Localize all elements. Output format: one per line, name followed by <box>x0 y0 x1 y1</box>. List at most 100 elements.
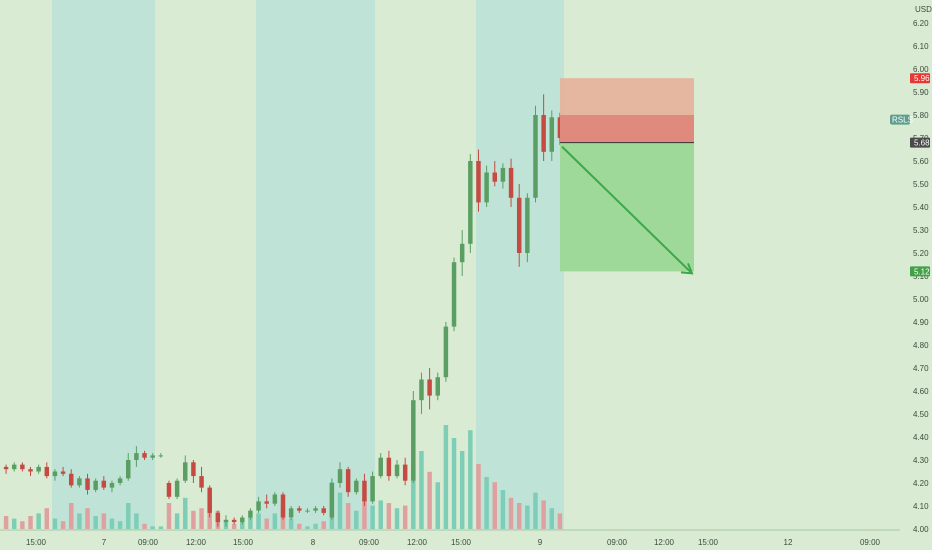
volume-bar <box>541 500 546 529</box>
candle-body[interactable] <box>345 469 351 493</box>
projection-arrow[interactable] <box>561 145 693 275</box>
volume-bar <box>354 510 359 529</box>
candle-body[interactable] <box>85 478 90 490</box>
candle-body[interactable] <box>52 471 58 477</box>
y-tick-label: 5.60 <box>913 157 929 166</box>
candle-body[interactable] <box>337 469 343 483</box>
candle-body[interactable] <box>321 508 326 513</box>
candle-body[interactable] <box>313 508 318 511</box>
candle-body[interactable] <box>150 455 155 458</box>
candle-body[interactable] <box>28 469 33 472</box>
candle-body[interactable] <box>109 483 115 488</box>
candle-body[interactable] <box>549 117 555 152</box>
candle-body[interactable] <box>280 494 286 518</box>
candle-body[interactable] <box>305 510 310 512</box>
candle-body[interactable] <box>329 483 335 518</box>
x-tick-label: 12:00 <box>186 538 207 547</box>
candle-body[interactable] <box>297 508 302 511</box>
candle-body[interactable] <box>288 508 294 518</box>
candle-body[interactable] <box>183 462 188 481</box>
candle-body[interactable] <box>435 377 440 396</box>
candle-body[interactable] <box>158 455 164 457</box>
candle-body[interactable] <box>272 494 278 504</box>
candle-body[interactable] <box>60 471 66 474</box>
candle-body[interactable] <box>427 379 432 396</box>
candle-body[interactable] <box>3 466 9 470</box>
volume-bar <box>183 497 188 529</box>
y-tick-label: 4.40 <box>913 433 929 442</box>
y-tick-label: 5.90 <box>913 88 929 97</box>
candle-body[interactable] <box>402 464 408 481</box>
y-tick-label: 6.20 <box>913 19 929 28</box>
candle-body[interactable] <box>68 473 74 486</box>
candle-body[interactable] <box>93 480 98 490</box>
candle-body[interactable] <box>557 117 563 138</box>
candle-body[interactable] <box>525 197 530 253</box>
candle-body[interactable] <box>223 519 229 523</box>
candle-body[interactable] <box>77 478 82 486</box>
candle-body[interactable] <box>11 464 17 470</box>
candle-body[interactable] <box>451 262 457 327</box>
candle-body[interactable] <box>370 476 375 502</box>
candle-body[interactable] <box>541 115 546 152</box>
candle-body[interactable] <box>394 464 400 477</box>
candle-body[interactable] <box>191 462 196 477</box>
take-profit-zone[interactable] <box>560 142 694 272</box>
candle-body[interactable] <box>142 453 147 458</box>
volume-bar <box>166 503 172 529</box>
candle-body[interactable] <box>256 501 261 511</box>
candle-body[interactable] <box>459 243 465 263</box>
volume-bar <box>288 518 294 529</box>
candle-body[interactable] <box>44 466 50 477</box>
stop-loss-inner-zone <box>560 115 694 143</box>
candle-body[interactable] <box>492 172 498 182</box>
candle-body[interactable] <box>516 197 522 253</box>
candle-body[interactable] <box>248 510 253 518</box>
candle-body[interactable] <box>468 161 473 244</box>
volume-bar <box>305 526 310 529</box>
candle-body[interactable] <box>443 326 449 378</box>
candle-body[interactable] <box>500 167 506 182</box>
y-tick-label: 4.70 <box>913 364 929 373</box>
volume-bar <box>508 497 514 529</box>
volume-bar <box>36 513 41 529</box>
candle-body[interactable] <box>240 517 245 523</box>
candle-body[interactable] <box>126 460 131 479</box>
candle-body[interactable] <box>411 400 416 481</box>
candle-body[interactable] <box>231 519 237 523</box>
volume-bar <box>68 503 74 529</box>
x-tick-label: 09:00 <box>359 538 380 547</box>
candle-body[interactable] <box>101 480 107 488</box>
candle-body[interactable] <box>386 457 392 477</box>
volume-bar <box>394 508 400 529</box>
candle-body[interactable] <box>419 379 424 401</box>
candle-body[interactable] <box>354 480 359 493</box>
candle-body[interactable] <box>476 161 481 203</box>
y-tick-label: 4.00 <box>913 525 929 534</box>
candle-body[interactable] <box>36 466 41 472</box>
volume-bar <box>321 521 326 529</box>
candle-body[interactable] <box>199 476 204 488</box>
candle-body[interactable] <box>533 115 538 198</box>
symbol-badge <box>890 114 910 125</box>
candle-body[interactable] <box>362 480 367 502</box>
volume-bar <box>549 508 555 529</box>
candle-body[interactable] <box>174 480 180 497</box>
volume-bar <box>443 425 449 529</box>
candle-body[interactable] <box>378 457 383 477</box>
candle-body[interactable] <box>207 487 212 513</box>
candle-body[interactable] <box>117 478 123 483</box>
candle-body[interactable] <box>264 501 269 504</box>
candle-body[interactable] <box>20 464 25 470</box>
candle-body[interactable] <box>508 167 514 198</box>
candle-body[interactable] <box>166 483 172 497</box>
candle-body[interactable] <box>484 172 489 203</box>
candle-body[interactable] <box>215 512 221 523</box>
volume-bar <box>85 508 90 529</box>
candle-body[interactable] <box>134 453 139 460</box>
volume-bar <box>525 505 530 529</box>
volume-bar <box>60 521 66 529</box>
volume-bar <box>557 513 563 529</box>
